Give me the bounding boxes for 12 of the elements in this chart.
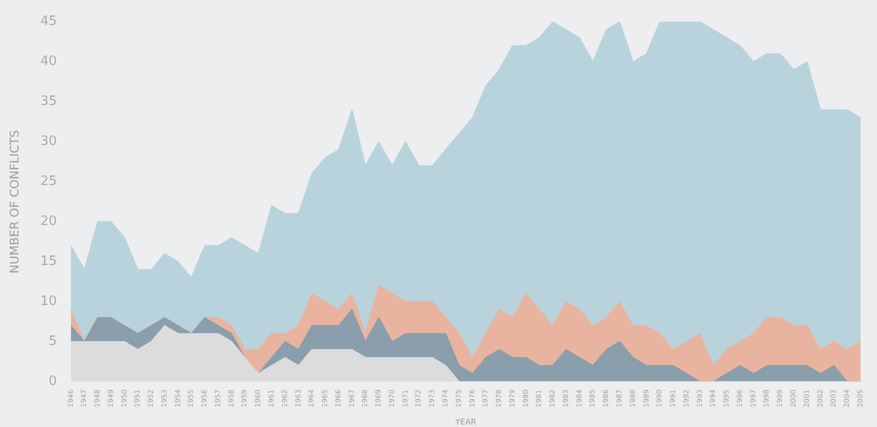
y-tick-label: 20 [40, 214, 57, 230]
y-tick-label: 0 [48, 374, 57, 389]
x-axis-title: YEAR [454, 417, 477, 426]
y-axis-title: NUMBER OF CONFLICTS [7, 130, 22, 274]
y-tick-label: 10 [40, 294, 57, 310]
y-tick-label: 5 [48, 334, 57, 349]
y-tick-label: 35 [40, 94, 57, 110]
y-tick-label: 15 [40, 254, 57, 270]
y-tick-label: 30 [40, 134, 57, 150]
y-tick-label: 45 [40, 14, 57, 30]
y-tick-label: 25 [40, 174, 57, 190]
y-tick-label: 40 [40, 54, 57, 70]
